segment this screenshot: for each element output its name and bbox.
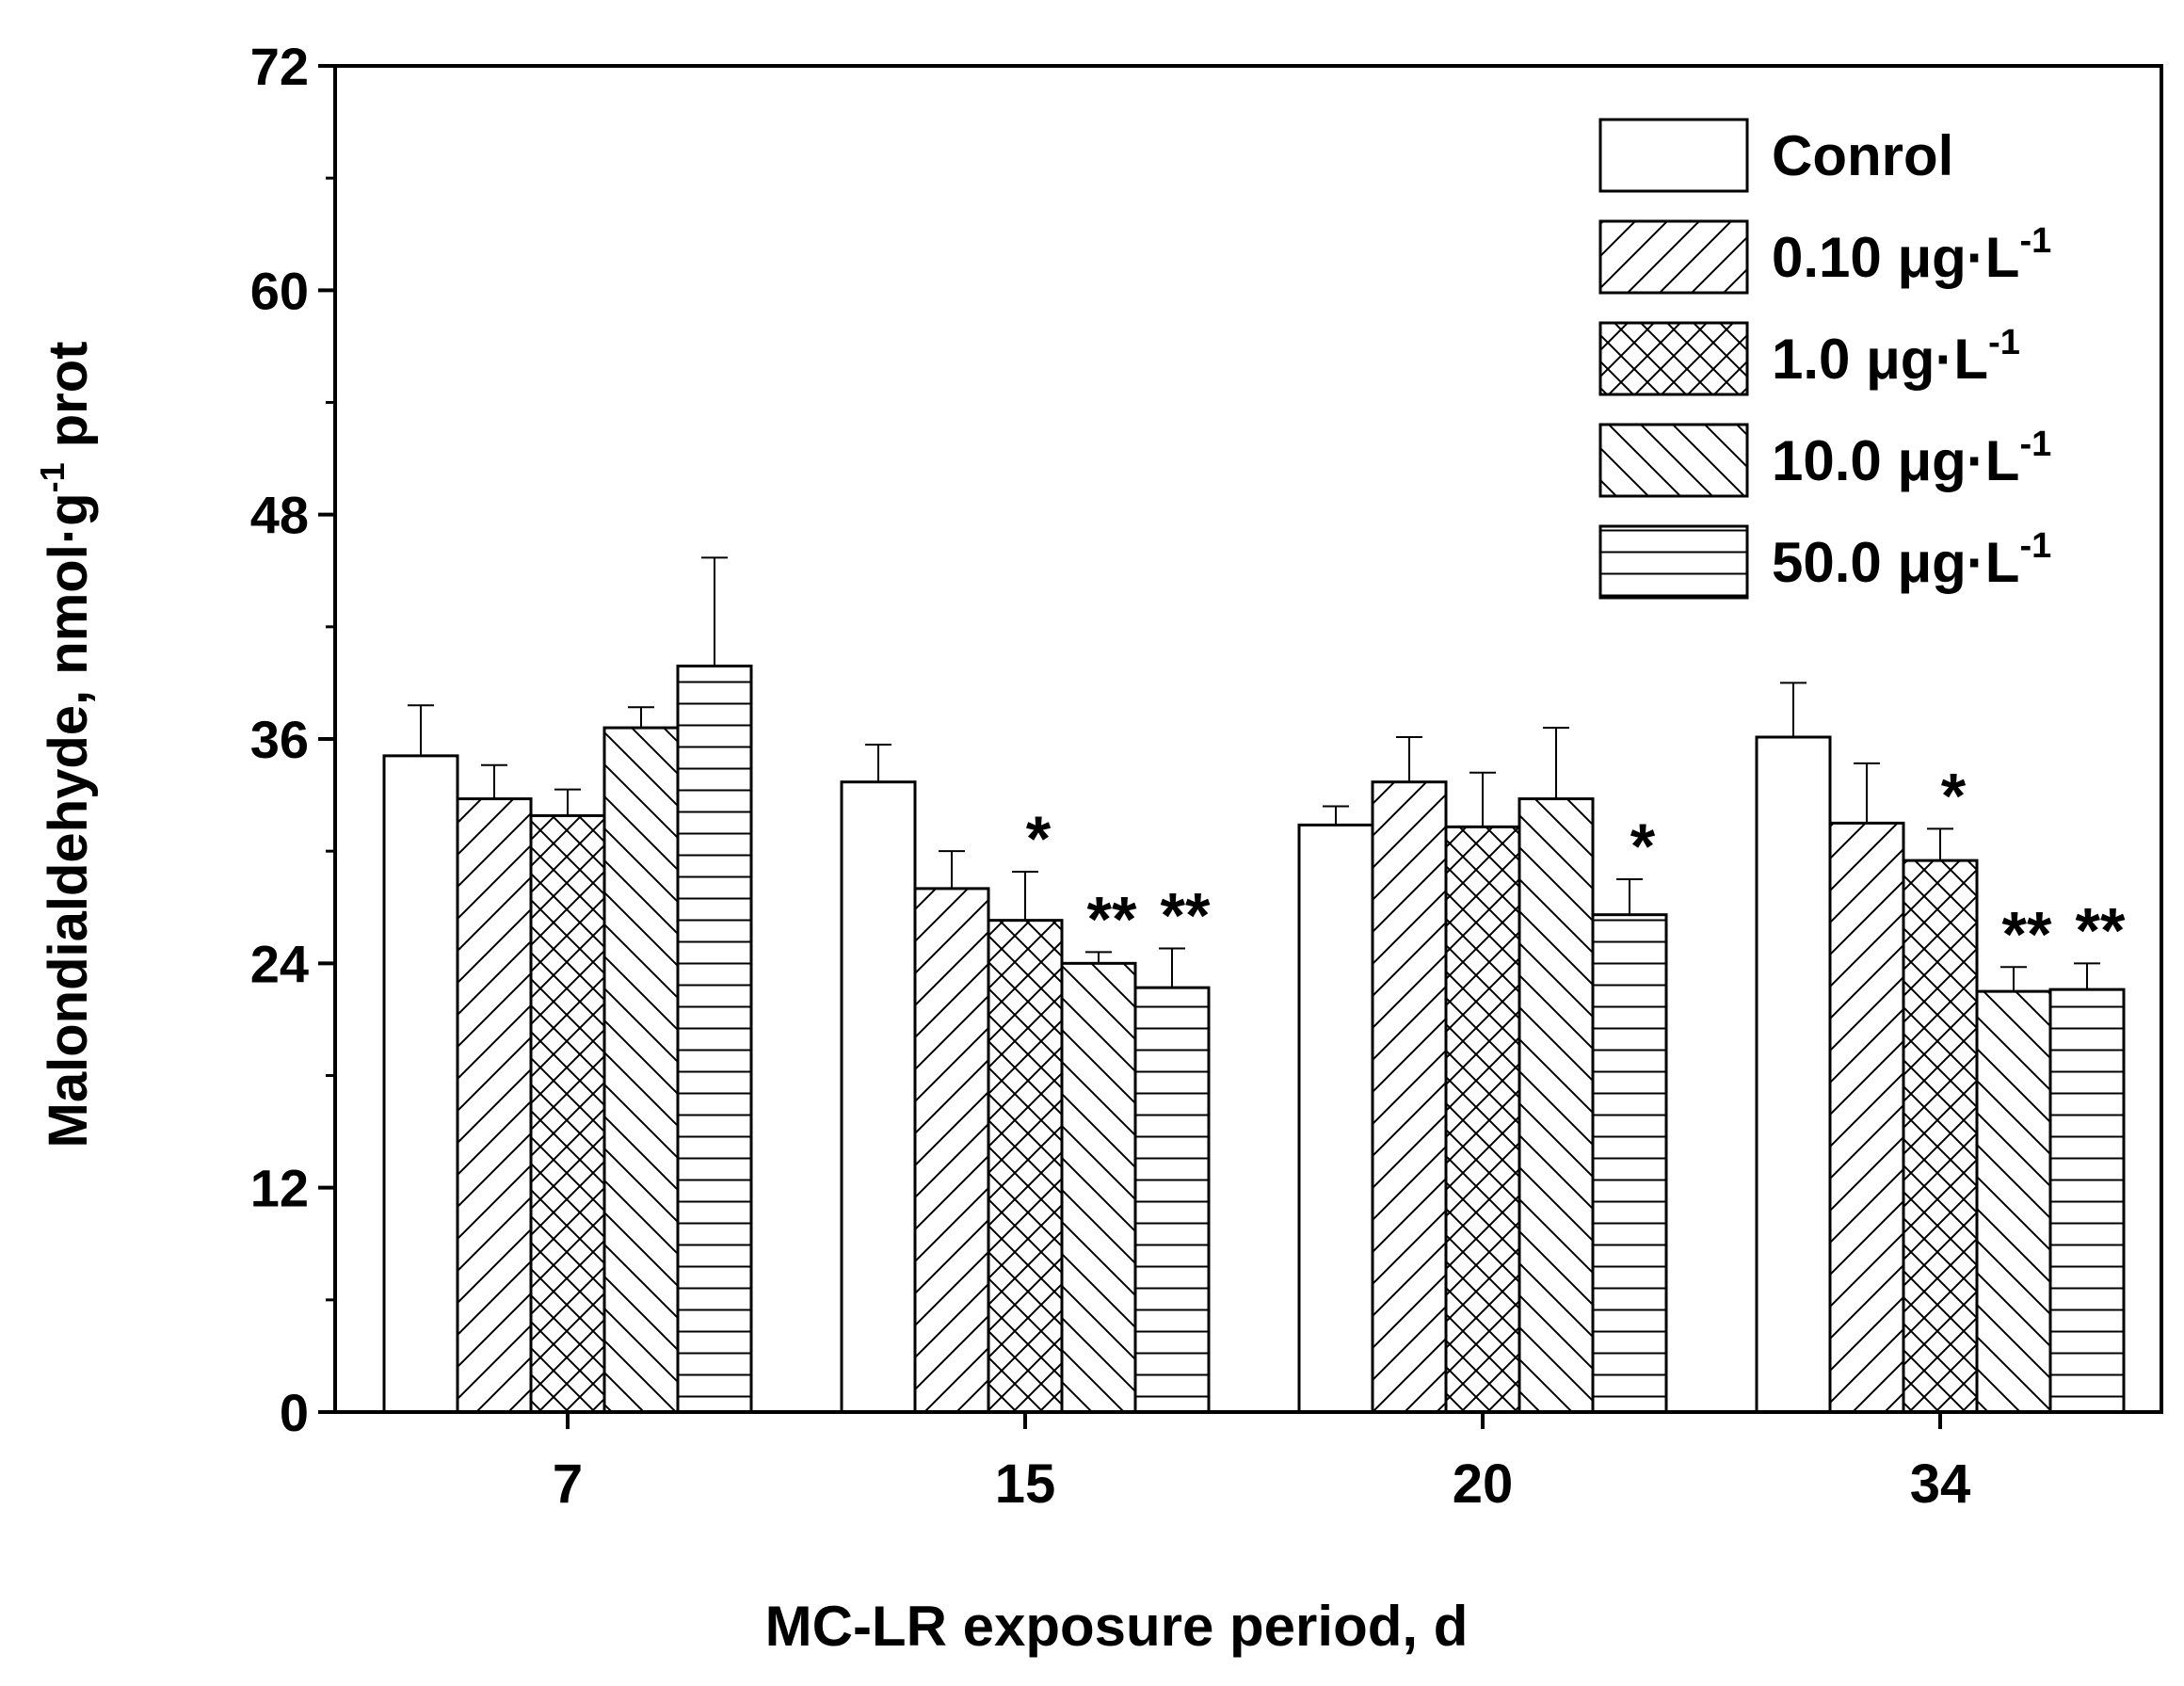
legend-label: 0.10 μg·L-1 (1772, 221, 2051, 289)
bar-1-0-g-l-34 (1902, 859, 1979, 1414)
bar-0-10-g-l-7 (456, 797, 533, 1414)
legend-entry: 1.0 μg·L-1 (1598, 321, 2020, 396)
y-axis-label: Malondialdehyde, nmol·g-1 prot (33, 342, 99, 1148)
bar-conrol-7 (382, 754, 459, 1414)
x-axis-label: MC-LR exposure period, d (765, 1595, 1469, 1658)
bar-1-0-g-l-15 (987, 919, 1064, 1414)
y-tick-label: 24 (250, 934, 309, 993)
svg-text:Malondialdehyde, nmol·g-1 prot: Malondialdehyde, nmol·g-1 prot (33, 342, 99, 1148)
significance-marker: * (1941, 760, 1967, 831)
bar-50-0-g-l-15 (1133, 986, 1211, 1414)
y-tick-label: 48 (250, 486, 309, 545)
significance-marker: ** (1161, 879, 1211, 951)
bar-conrol-34 (1755, 735, 1832, 1414)
y-axis-label-superscript: -1 (33, 462, 72, 492)
bar-10-0-g-l-7 (602, 726, 680, 1414)
plot-area: *** ****** ** (382, 556, 2126, 1414)
bar-0-10-g-l-20 (1371, 780, 1448, 1414)
significance-marker: ** (2002, 898, 2052, 970)
legend-swatch (1598, 219, 1749, 295)
y-axis-label-main: Malondialdehyde, nmol·g (38, 492, 99, 1148)
y-tick-label: 60 (250, 261, 309, 320)
legend-label: 1.0 μg·L-1 (1772, 323, 2020, 391)
legend-label: 50.0 μg·L-1 (1772, 526, 2051, 594)
x-tick-label: 7 (553, 1453, 583, 1515)
significance-marker: * (1026, 803, 1052, 875)
bar-conrol-20 (1297, 823, 1374, 1414)
significance-marker: ** (2076, 894, 2126, 966)
bar-50-0-g-l-20 (1591, 913, 1668, 1414)
significance-marker: * (1630, 811, 1656, 882)
legend-swatch (1598, 423, 1749, 498)
legend-label: 10.0 μg·L-1 (1772, 425, 2051, 492)
x-tick-label: 34 (1910, 1453, 1971, 1515)
y-tick-label: 72 (250, 37, 309, 96)
bar-50-0-g-l-7 (676, 665, 753, 1414)
bar-50-0-g-l-34 (2048, 988, 2126, 1414)
significance-marker: ** (1087, 883, 1137, 955)
bar-0-10-g-l-15 (913, 887, 990, 1414)
x-tick-label: 20 (1453, 1453, 1514, 1515)
y-axis-label-tail: prot (38, 342, 99, 463)
y-tick-label: 0 (280, 1383, 309, 1442)
legend-entry: 0.10 μg·L-1 (1598, 219, 2051, 295)
legend-entry: Conrol (1598, 118, 1953, 193)
legend-swatch (1598, 118, 1749, 193)
bar-1-0-g-l-20 (1444, 825, 1521, 1414)
legend-swatch (1598, 321, 1749, 396)
bar-10-0-g-l-15 (1060, 961, 1137, 1414)
legend: Conrol 0.10 μg·L-1 1.0 μg·L-1 10.0 μg·L-1 50… (1598, 118, 2051, 600)
y-tick-label: 12 (250, 1159, 309, 1218)
legend-entry: 50.0 μg·L-1 (1598, 524, 2051, 600)
legend-entry: 10.0 μg·L-1 (1598, 423, 2051, 498)
legend-swatch (1598, 524, 1749, 600)
x-tick-label: 15 (995, 1453, 1056, 1515)
bar-conrol-15 (840, 780, 917, 1414)
bar-10-0-g-l-34 (1975, 989, 2052, 1414)
axes: 0 12 24 36 48 60 72 7 15 20 34 (250, 37, 2163, 1515)
bar-0-10-g-l-34 (1828, 821, 1905, 1414)
y-tick-label: 36 (250, 710, 309, 769)
bar-10-0-g-l-20 (1518, 797, 1595, 1414)
legend-label: Conrol (1772, 124, 1953, 187)
bar-1-0-g-l-7 (529, 813, 606, 1414)
